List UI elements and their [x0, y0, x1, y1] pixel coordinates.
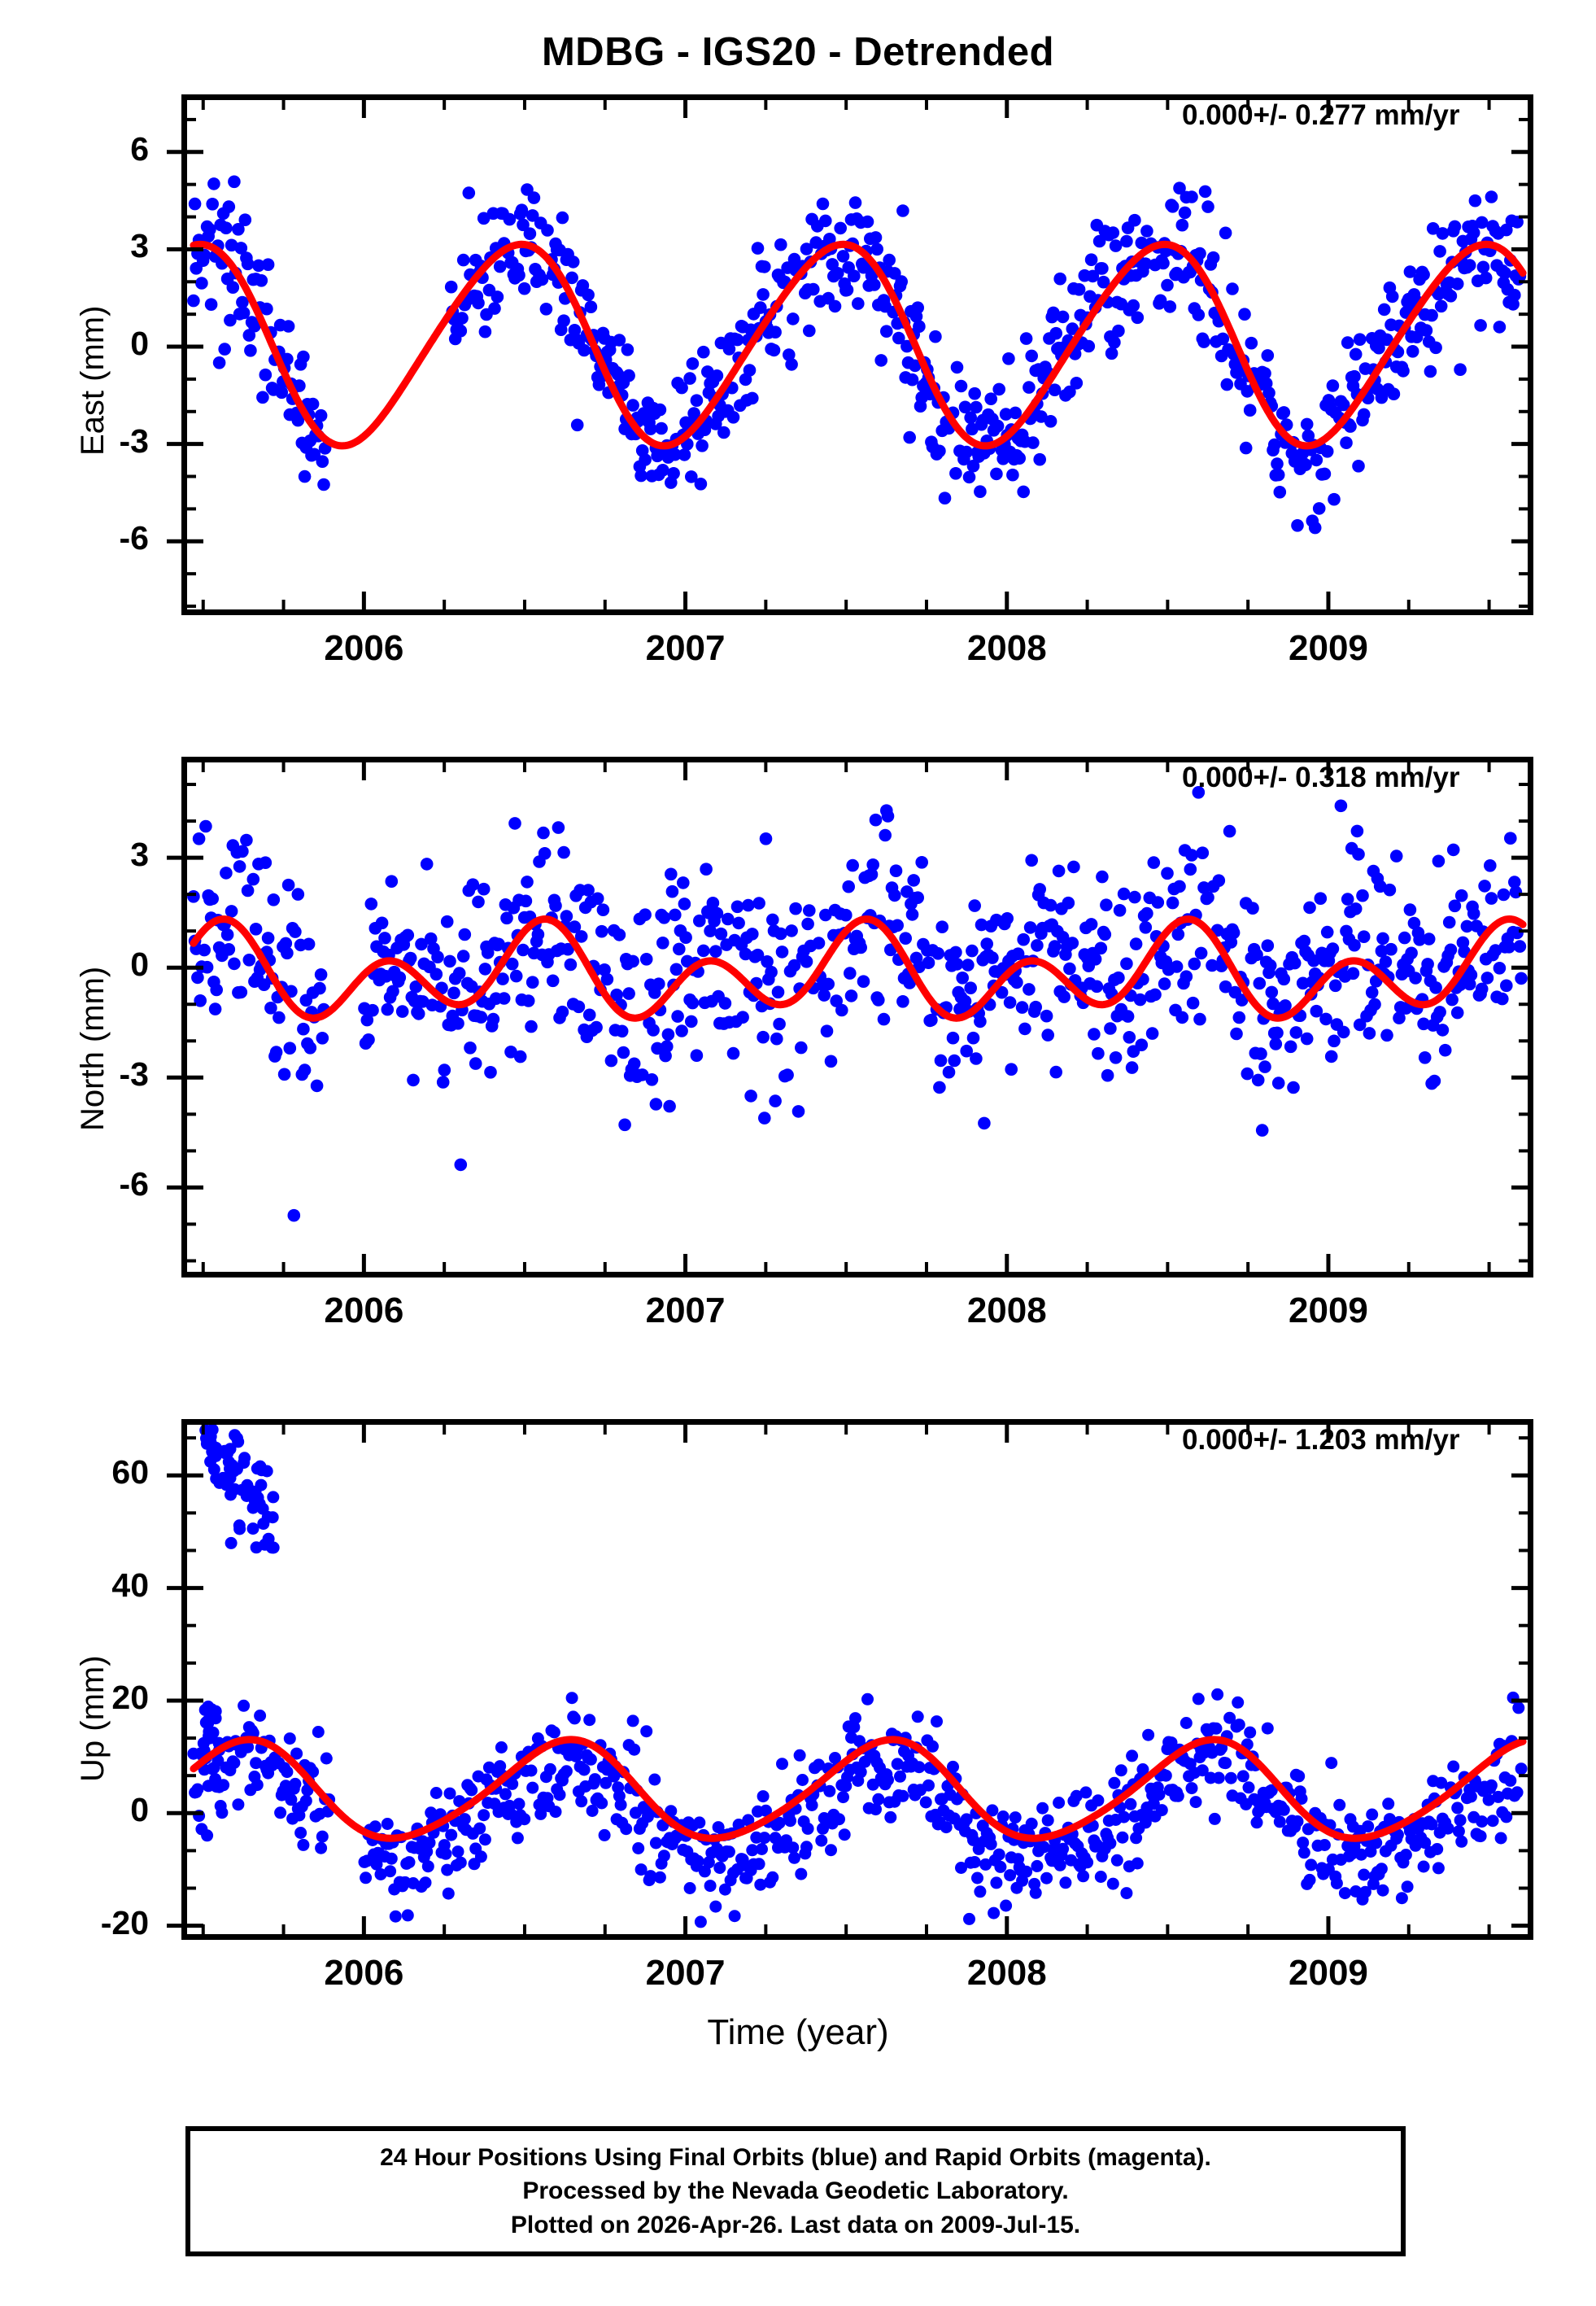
- footer-line-3: Plotted on 2026-Apr-26. Last data on 200…: [510, 2211, 1081, 2238]
- x-tick-label: 2008: [966, 628, 1047, 668]
- y-tick-label: 60: [111, 1453, 149, 1491]
- plot-area-north[interactable]: [181, 757, 1533, 1277]
- x-tick-label: 2006: [324, 1291, 404, 1330]
- rate-annotation-up: 0.000+/- 1.203 mm/yr: [1182, 1424, 1460, 1456]
- y-tick-label: 20: [111, 1678, 149, 1716]
- y-tick-label: -3: [119, 1055, 149, 1094]
- rate-annotation-east: 0.000+/- 0.277 mm/yr: [1182, 99, 1460, 131]
- x-tick-label: 2007: [645, 628, 726, 668]
- panel-up: [181, 1419, 1533, 1940]
- scatter-plot-north: [187, 786, 1528, 1222]
- panel-north: [181, 757, 1533, 1277]
- y-tick-label: 0: [130, 1791, 149, 1829]
- footer-caption-box: 24 Hour Positions Using Final Orbits (bl…: [185, 2126, 1406, 2256]
- y-tick-label: 0: [130, 325, 149, 363]
- y-tick-label: -6: [119, 519, 149, 557]
- x-tick-label: 2007: [645, 1291, 726, 1330]
- x-tick-label: 2009: [1289, 1953, 1368, 1993]
- y-tick-label: -6: [119, 1165, 149, 1203]
- y-tick-label: 3: [130, 227, 149, 265]
- rate-annotation-north: 0.000+/- 0.318 mm/yr: [1182, 762, 1460, 793]
- x-tick-label: 2009: [1289, 628, 1368, 668]
- x-axis-label: Time (year): [707, 2012, 889, 2052]
- x-tick-label: 2007: [645, 1953, 726, 1993]
- x-tick-label: 2006: [324, 1953, 404, 1993]
- plot-area-east[interactable]: [181, 94, 1533, 615]
- footer-line-1: 24 Hour Positions Using Final Orbits (bl…: [380, 2143, 1211, 2171]
- page-title: MDBG - IGS20 - Detrended: [541, 30, 1055, 74]
- y-tick-label: -3: [119, 421, 149, 460]
- x-tick-label: 2006: [324, 628, 404, 668]
- x-tick-label: 2009: [1289, 1291, 1368, 1330]
- scatter-plot-up: [187, 1425, 1528, 1928]
- scatter-plot-east: [187, 175, 1527, 535]
- plot-area-up[interactable]: [181, 1419, 1533, 1940]
- y-tick-label: 3: [130, 836, 149, 874]
- y-tick-label: 0: [130, 946, 149, 984]
- panel-east: [181, 94, 1533, 615]
- x-tick-label: 2008: [966, 1291, 1047, 1330]
- y-tick-label: 6: [130, 129, 149, 168]
- y-tick-label: -20: [100, 1903, 149, 1941]
- footer-line-2: Processed by the Nevada Geodetic Laborat…: [522, 2177, 1069, 2205]
- x-tick-label: 2008: [966, 1953, 1047, 1993]
- y-tick-label: 40: [111, 1566, 149, 1604]
